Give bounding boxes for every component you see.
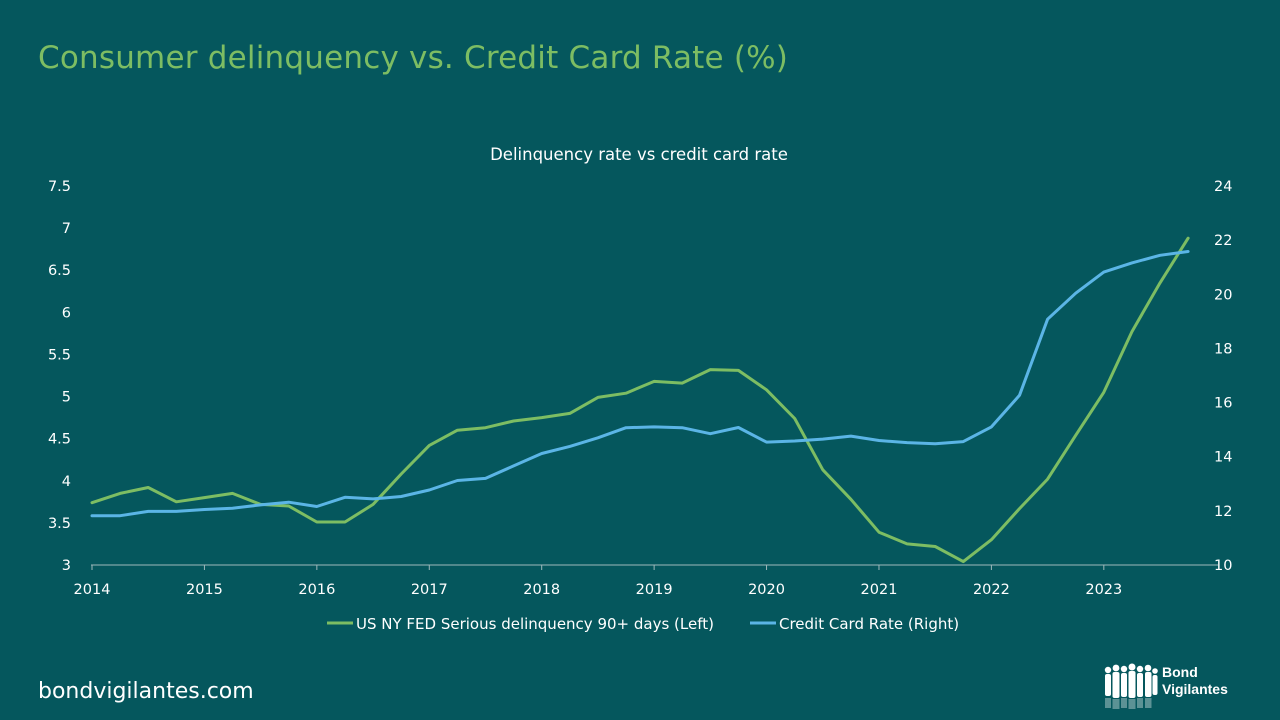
logo-wordmark: Bond Vigilantes: [1162, 664, 1228, 698]
y-left-tick-label: 7: [62, 221, 71, 237]
y-left-tick-label: 4.5: [48, 432, 71, 448]
legend-item-credit-card-rate: Credit Card Rate (Right): [750, 615, 959, 633]
legend: US NY FED Serious delinquency 90+ days (…: [327, 615, 959, 633]
people-silhouette-icon: [1104, 663, 1158, 709]
x-tick-label: 2020: [748, 582, 785, 598]
series-layer: [90, 236, 1190, 564]
bond-vigilantes-logo: Bond Vigilantes: [1102, 662, 1252, 710]
y-right-tick-label: 16: [1214, 396, 1232, 412]
x-tick-label: 2015: [186, 582, 223, 598]
footer-site-url: bondvigilantes.com: [38, 679, 254, 704]
legend-label-credit-card-rate: Credit Card Rate (Right): [779, 615, 959, 633]
x-tick-label: 2022: [973, 582, 1010, 598]
legend-item-delinquency: US NY FED Serious delinquency 90+ days (…: [327, 615, 714, 633]
page-title: Consumer delinquency vs. Credit Card Rat…: [38, 40, 789, 76]
y-right-tick-label: 14: [1214, 450, 1232, 466]
y-left-tick-label: 3: [62, 558, 71, 574]
x-tick-label: 2021: [861, 582, 898, 598]
x-tick-label: 2014: [74, 582, 111, 598]
y-left-tick-label: 5: [62, 390, 71, 406]
y-right-tick-label: 20: [1214, 287, 1232, 303]
chart-title: Delinquency rate vs credit card rate: [490, 145, 788, 164]
x-tick-label: 2019: [636, 582, 673, 598]
x-tick-label: 2018: [523, 582, 560, 598]
logo-line-1: Bond: [1162, 664, 1198, 680]
x-axis-ticks: 2014 2015 2016 2017 2018 2019 2020 2021 2022 2023: [74, 565, 1122, 598]
y-right-tick-label: 10: [1214, 558, 1232, 574]
y-right-tick-label: 18: [1214, 341, 1232, 357]
y-left-tick-label: 4: [62, 474, 71, 490]
y-left-tick-label: 6: [62, 305, 71, 321]
x-tick-label: 2017: [411, 582, 448, 598]
y-right-tick-label: 24: [1214, 179, 1232, 195]
y-left-tick-label: 7.5: [48, 179, 71, 195]
y-axis-left-ticks: 3 3.5 4 4.5 5 5.5 6 6.5 7 7.5: [48, 179, 71, 574]
y-left-tick-label: 6.5: [48, 263, 71, 279]
logo-line-2: Vigilantes: [1162, 681, 1228, 697]
x-tick-label: 2023: [1085, 582, 1122, 598]
y-left-tick-label: 5.5: [48, 347, 71, 363]
y-left-tick-label: 3.5: [48, 516, 71, 532]
x-tick-label: 2016: [298, 582, 335, 598]
y-right-tick-label: 22: [1214, 233, 1232, 249]
y-right-tick-label: 12: [1214, 504, 1232, 520]
legend-label-delinquency: US NY FED Serious delinquency 90+ days (…: [356, 615, 714, 633]
series-line-delinquency: [90, 236, 1190, 564]
y-axis-right-ticks: 10 12 14 16 18 20 22 24: [1214, 179, 1232, 574]
series-line-credit-card-rate: [90, 250, 1190, 518]
